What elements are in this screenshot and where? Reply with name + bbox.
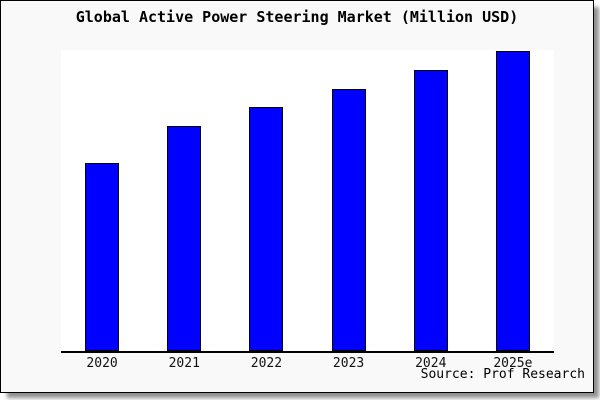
bar-2022 <box>249 107 284 351</box>
x-axis-label-2024: 2024 <box>415 356 447 371</box>
bar-2023 <box>331 89 366 351</box>
chart-card: Global Active Power Steering Market (Mil… <box>0 0 594 393</box>
plot-area <box>61 50 554 353</box>
bar-2025e <box>495 51 530 351</box>
x-axis-label-2025e: 2025e <box>493 356 533 371</box>
x-axis-label-2020: 2020 <box>86 356 118 371</box>
source-label: Source: Prof Research <box>420 367 585 382</box>
x-axis-label-2022: 2022 <box>250 356 283 371</box>
bar-2020 <box>85 163 120 351</box>
x-axis-label-2021: 2021 <box>168 356 200 371</box>
bar-2021 <box>167 126 202 351</box>
bar-2024 <box>413 70 448 351</box>
chart-title: Global Active Power Steering Market (Mil… <box>75 8 519 26</box>
x-axis-label-2023: 2023 <box>332 356 365 371</box>
